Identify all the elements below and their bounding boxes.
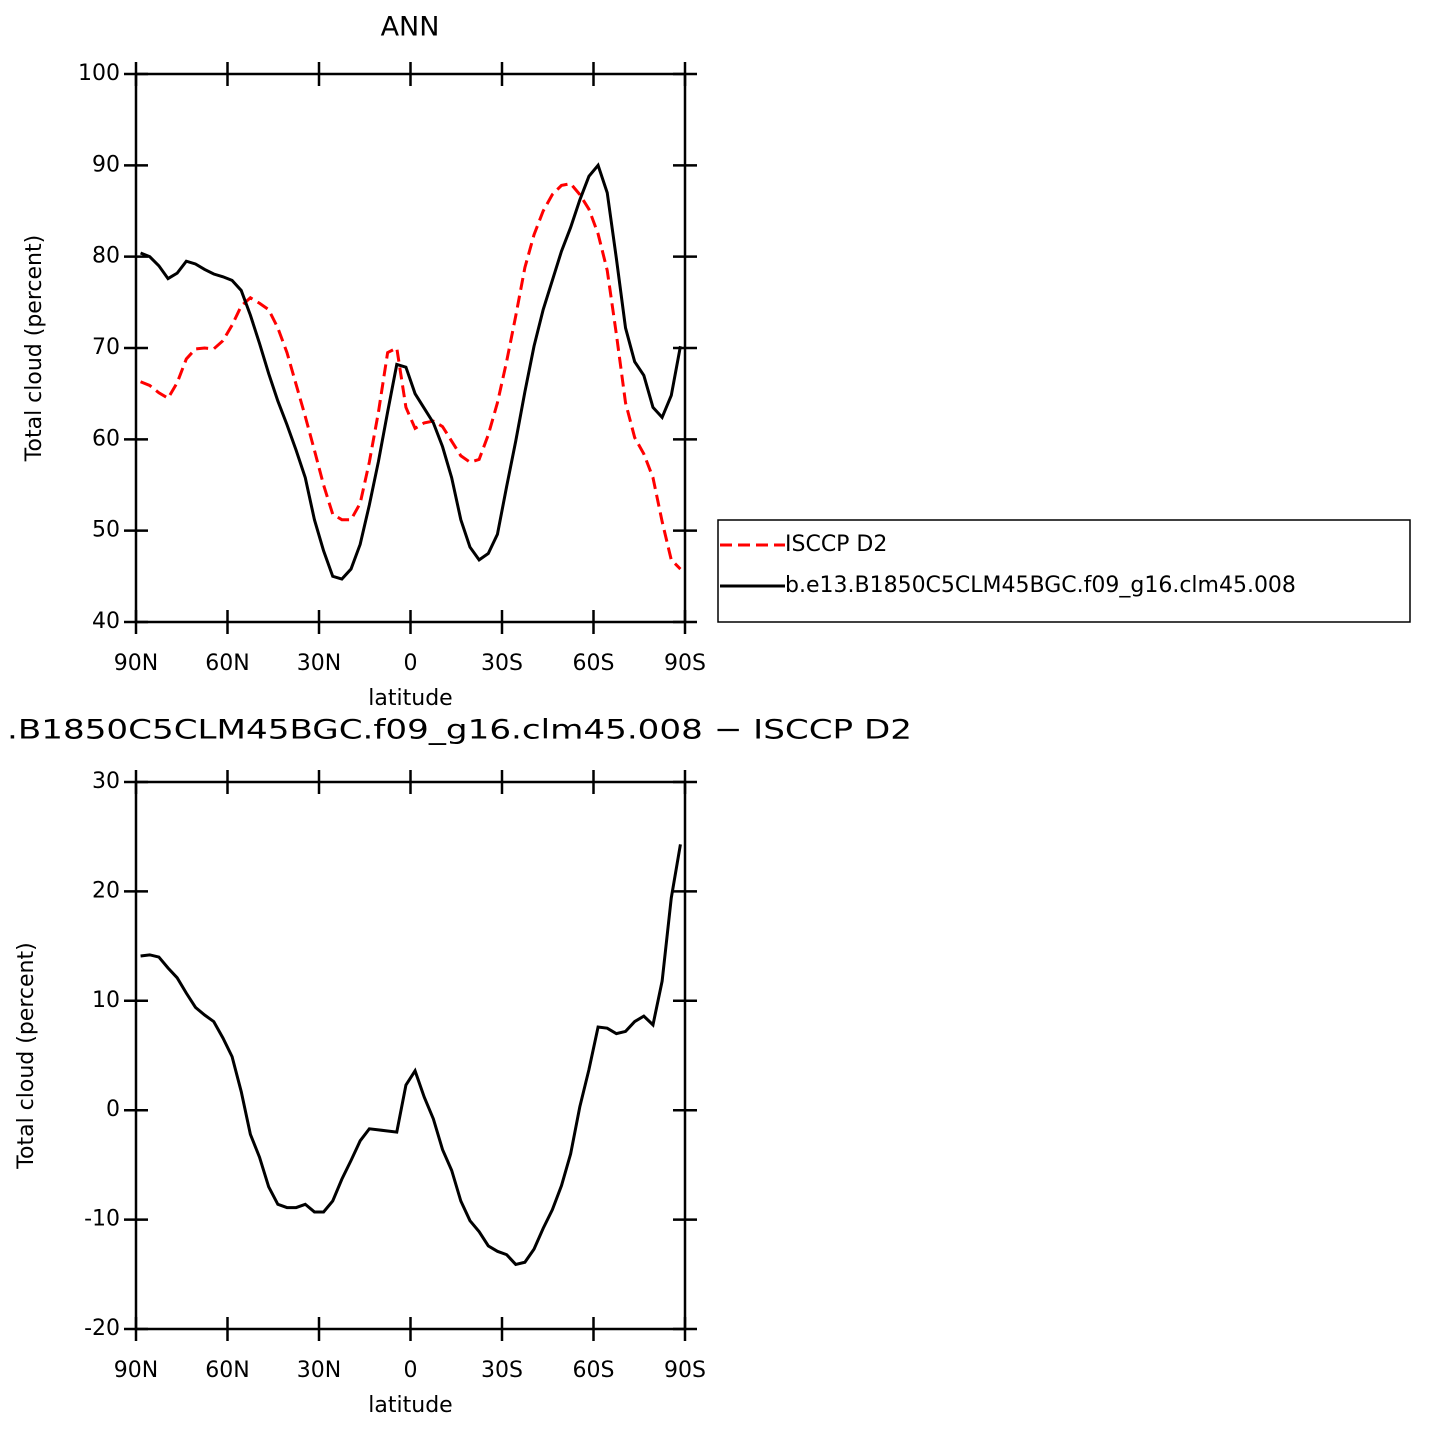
x-tick-label: 30S	[481, 1358, 523, 1383]
data-line	[140, 181, 682, 571]
chart-title: ANN	[381, 12, 440, 43]
x-tick-label: 30S	[481, 651, 523, 676]
plot-frame	[134, 72, 687, 624]
y-tick-label: -20	[84, 1316, 120, 1341]
x-tick-label: 60S	[573, 651, 615, 676]
x-tick-label: 0	[404, 651, 418, 676]
chart-title: .B1850C5CLM45BGC.f09_g16.clm45.008 − ISC…	[7, 715, 912, 746]
data-line	[140, 844, 682, 1267]
x-axis-label: latitude	[368, 1393, 452, 1418]
y-tick-label: 60	[92, 426, 120, 451]
y-tick-label: 80	[92, 244, 120, 269]
x-tick-label: 90S	[664, 1358, 706, 1383]
x-axis-label: latitude	[368, 686, 452, 711]
legend-label: ISCCP D2	[785, 532, 887, 557]
plot-frame	[134, 780, 687, 1331]
y-tick-label: 40	[92, 609, 120, 634]
x-tick-label: 60N	[205, 1358, 249, 1383]
legend-box	[717, 519, 1411, 623]
y-axis-label: Total cloud (percent)	[22, 235, 47, 462]
x-tick-label: 60N	[205, 651, 249, 676]
x-tick-label: 90S	[664, 651, 706, 676]
y-tick-label: 100	[78, 61, 120, 86]
x-tick-label: 90N	[114, 1358, 158, 1383]
x-tick-label: 30N	[297, 1358, 341, 1383]
x-tick-label: 60S	[573, 1358, 615, 1383]
y-tick-label: 90	[92, 152, 120, 177]
y-tick-label: 30	[92, 769, 120, 794]
x-tick-label: 90N	[114, 651, 158, 676]
y-tick-label: 20	[92, 878, 120, 903]
y-tick-label: -10	[84, 1207, 120, 1232]
y-tick-label: 50	[92, 518, 120, 543]
y-tick-label: 70	[92, 335, 120, 360]
x-tick-label: 30N	[297, 651, 341, 676]
y-tick-label: 0	[106, 1097, 120, 1122]
x-tick-label: 0	[404, 1358, 418, 1383]
y-tick-label: 10	[92, 988, 120, 1013]
y-axis-label: Total cloud (percent)	[14, 942, 39, 1169]
legend-label: b.e13.B1850C5CLM45BGC.f09_g16.clm45.008	[785, 573, 1296, 598]
data-line	[140, 162, 682, 581]
